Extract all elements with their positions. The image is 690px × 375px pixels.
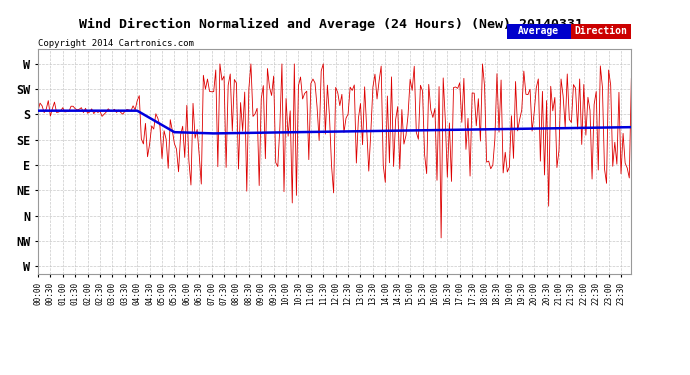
Text: Copyright 2014 Cartronics.com: Copyright 2014 Cartronics.com — [38, 39, 194, 48]
Text: Direction: Direction — [575, 26, 627, 36]
Text: Wind Direction Normalized and Average (24 Hours) (New) 20140331: Wind Direction Normalized and Average (2… — [79, 18, 583, 31]
Text: Average: Average — [518, 26, 560, 36]
